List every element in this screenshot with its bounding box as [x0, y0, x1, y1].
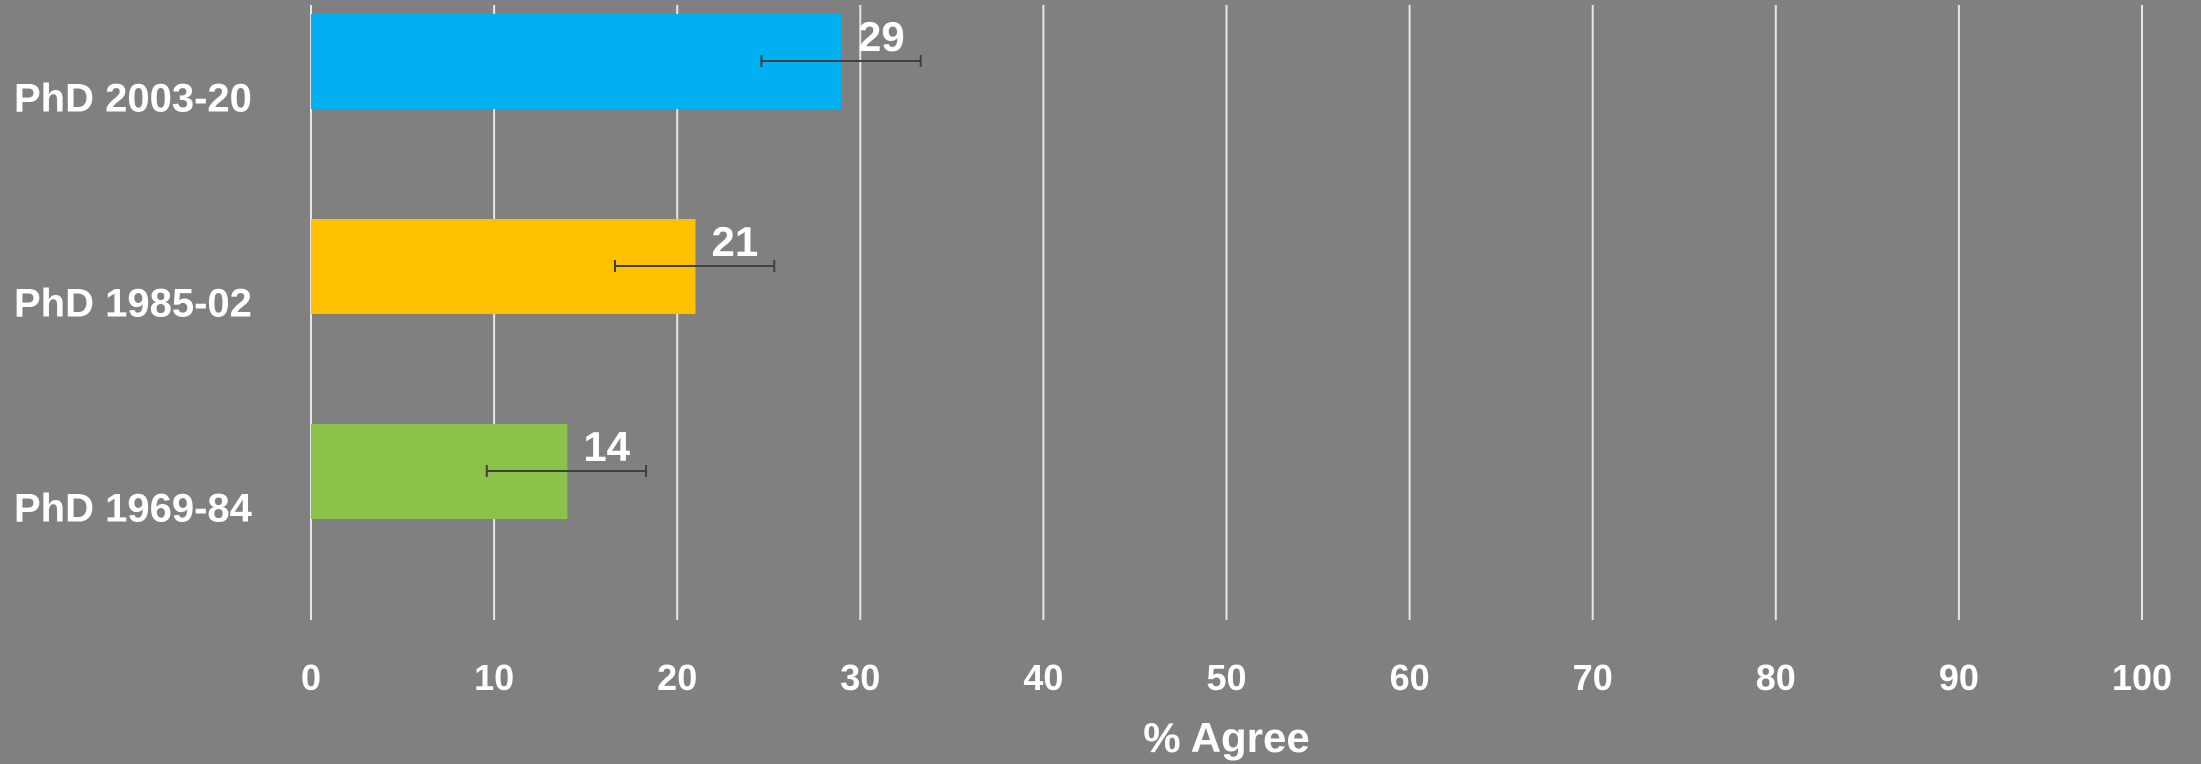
data-label: 21 [712, 218, 759, 265]
error-bar [485, 465, 648, 477]
error-bar [760, 55, 922, 67]
category-label: PhD 2003-20 [14, 77, 252, 121]
x-tick-label: 100 [2112, 657, 2172, 698]
data-label: 14 [583, 423, 630, 470]
x-tick-label: 10 [474, 657, 514, 698]
x-tick-label: 30 [840, 657, 880, 698]
x-axis-title: % Agree [1143, 714, 1310, 761]
x-tick-label: 80 [1756, 657, 1796, 698]
data-labels: 29 21 14 [583, 13, 904, 470]
x-tick-label: 20 [657, 657, 697, 698]
x-tick-label: 70 [1573, 657, 1613, 698]
x-tick-label: 60 [1390, 657, 1430, 698]
x-tick-label: 0 [301, 657, 321, 698]
category-label: PhD 1969-84 [14, 487, 253, 531]
data-label: 29 [858, 13, 905, 60]
error-bar [613, 260, 776, 272]
bar [311, 14, 842, 109]
category-labels: PhD 2003-20 PhD 1985-02 PhD 1969-84 [14, 77, 253, 531]
x-tick-label: 50 [1206, 657, 1246, 698]
x-tick-labels: 0 10 20 30 40 50 60 70 80 90 100 [301, 657, 2172, 698]
x-tick-label: 90 [1939, 657, 1979, 698]
category-label: PhD 1985-02 [14, 282, 252, 326]
x-tick-label: 40 [1023, 657, 1063, 698]
error-bars [485, 55, 922, 477]
